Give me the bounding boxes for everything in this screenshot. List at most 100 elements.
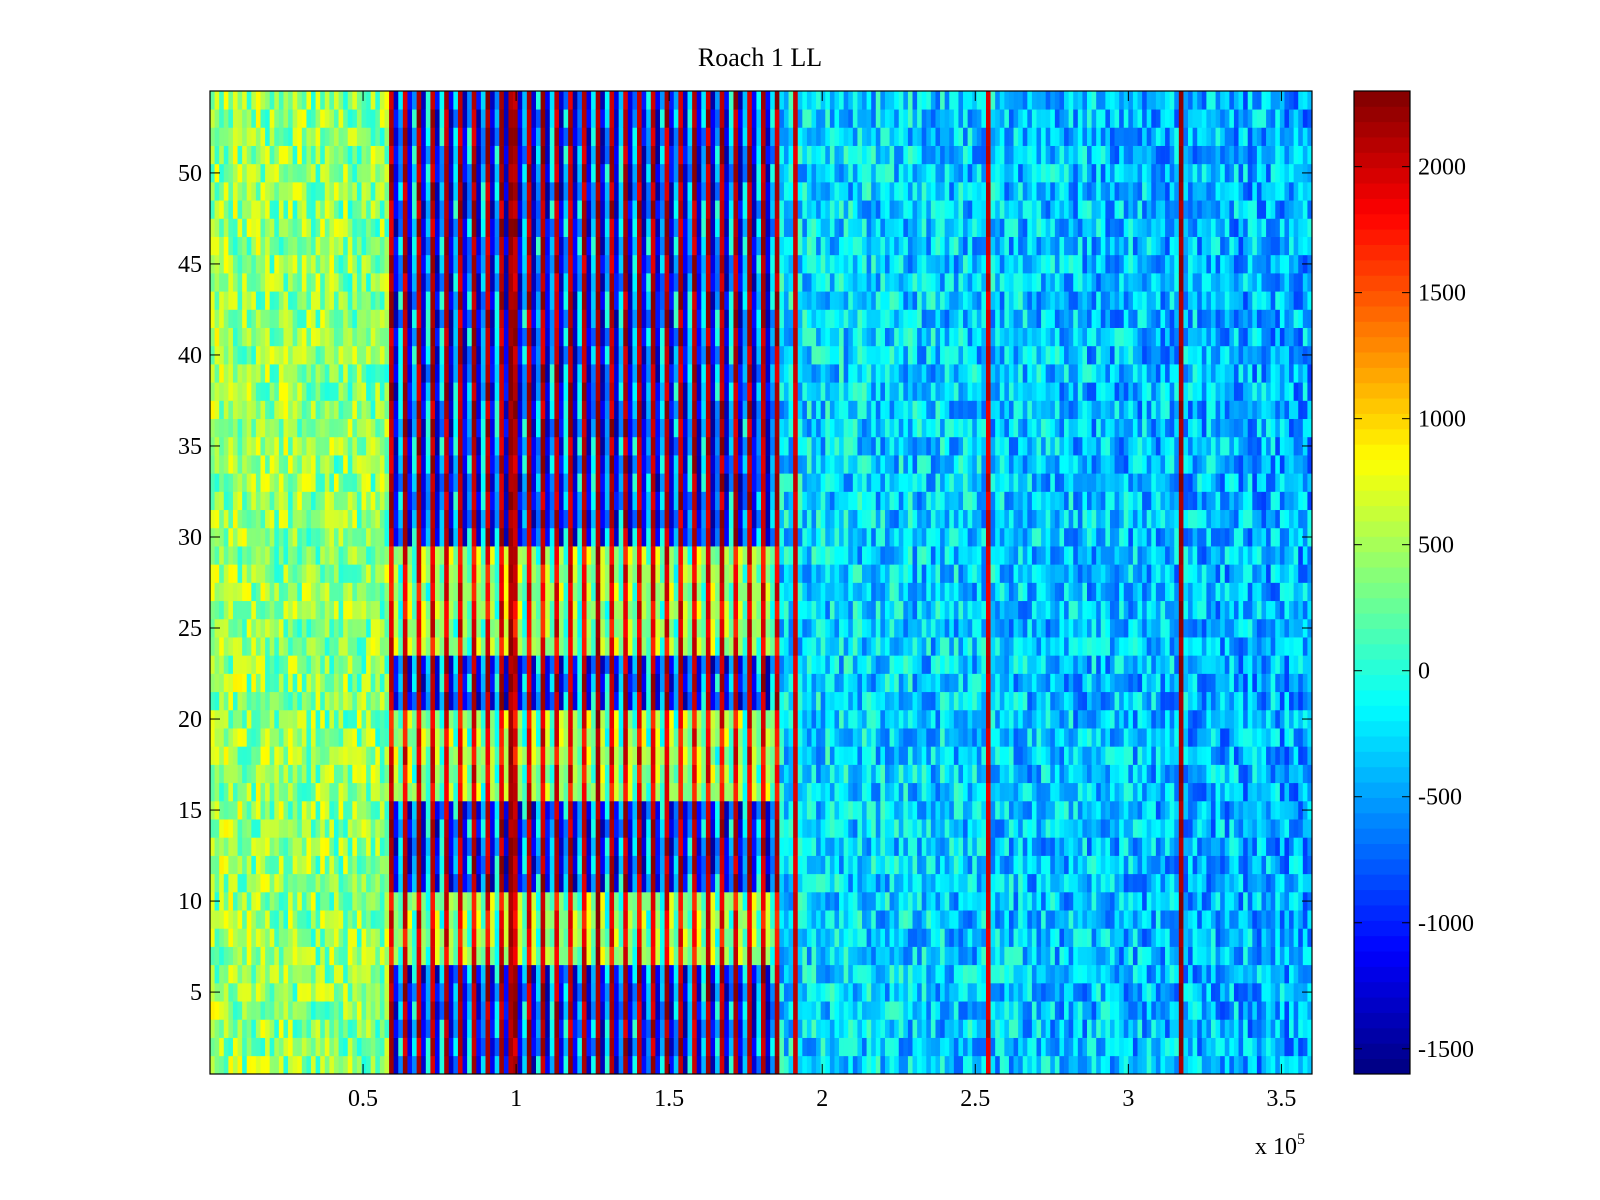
heatmap-cell bbox=[412, 891, 417, 911]
heatmap-cell bbox=[549, 218, 555, 237]
heatmap-cell bbox=[558, 982, 564, 1002]
heatmap-cell bbox=[632, 637, 638, 656]
heatmap-cell bbox=[453, 582, 459, 602]
heatmap-cell bbox=[434, 746, 440, 765]
heatmap-cell bbox=[412, 1037, 417, 1057]
heatmap-cell bbox=[563, 473, 569, 492]
heatmap-cell bbox=[232, 218, 238, 237]
heatmap-cell bbox=[554, 618, 560, 638]
heatmap-cell bbox=[453, 600, 459, 620]
heatmap-cell bbox=[485, 928, 491, 947]
heatmap-cell bbox=[581, 254, 587, 274]
heatmap-cell bbox=[297, 291, 303, 310]
heatmap-cell bbox=[627, 873, 633, 893]
heatmap-cell bbox=[517, 345, 523, 365]
heatmap-cell bbox=[301, 764, 307, 784]
heatmap-cell bbox=[370, 309, 376, 328]
heatmap-cell bbox=[627, 273, 633, 292]
heatmap-cell bbox=[297, 327, 303, 347]
heatmap-cell bbox=[265, 928, 271, 947]
heatmap-cell bbox=[499, 163, 505, 183]
heatmap-cell bbox=[402, 163, 408, 183]
heatmap-cell bbox=[237, 236, 243, 256]
heatmap-cell bbox=[508, 455, 514, 474]
heatmap-cell bbox=[457, 964, 463, 984]
heatmap-cell bbox=[591, 218, 597, 237]
heatmap-cell bbox=[490, 400, 496, 420]
heatmap-cell bbox=[324, 509, 330, 529]
heatmap-cell bbox=[627, 564, 633, 583]
heatmap-cell bbox=[526, 618, 532, 638]
heatmap-cell bbox=[421, 709, 427, 729]
heatmap-cell bbox=[421, 564, 427, 583]
heatmap-cell bbox=[384, 254, 390, 274]
heatmap-cell bbox=[283, 145, 289, 165]
heatmap-cell bbox=[292, 254, 298, 274]
heatmap-cell bbox=[614, 436, 620, 456]
heatmap-cell bbox=[618, 418, 624, 438]
heatmap-cell bbox=[444, 819, 450, 838]
heatmap-cell bbox=[480, 800, 486, 820]
heatmap-cell bbox=[609, 800, 615, 820]
heatmap-cell bbox=[572, 928, 578, 947]
heatmap-cell bbox=[402, 254, 408, 274]
heatmap-cell bbox=[494, 382, 500, 401]
heatmap-cell bbox=[448, 382, 454, 401]
heatmap-cell bbox=[577, 1037, 583, 1057]
heatmap-cell bbox=[246, 145, 252, 165]
heatmap-cell bbox=[434, 782, 440, 802]
heatmap-cell bbox=[467, 746, 473, 765]
heatmap-cell bbox=[568, 782, 574, 802]
heatmap-cell bbox=[370, 746, 376, 765]
heatmap-cell bbox=[434, 910, 440, 929]
heatmap-cell bbox=[278, 455, 284, 474]
heatmap-cell bbox=[425, 1055, 431, 1075]
heatmap-cell bbox=[384, 455, 390, 474]
heatmap-cell bbox=[526, 1055, 532, 1075]
heatmap-cell bbox=[618, 819, 624, 838]
heatmap-cell bbox=[494, 655, 500, 674]
heatmap-cell bbox=[623, 655, 629, 674]
heatmap-cell bbox=[366, 946, 372, 966]
heatmap-cell bbox=[356, 673, 362, 693]
heatmap-cell bbox=[223, 345, 229, 365]
heatmap-cell bbox=[361, 291, 367, 310]
heatmap-cell bbox=[402, 91, 408, 110]
heatmap-cell bbox=[531, 637, 537, 656]
heatmap-cell bbox=[393, 364, 399, 383]
heatmap-cell bbox=[434, 819, 440, 838]
heatmap-cell bbox=[214, 200, 220, 219]
heatmap-cell bbox=[595, 1019, 601, 1038]
heatmap-cell bbox=[476, 273, 482, 292]
heatmap-cell bbox=[269, 309, 275, 328]
heatmap-cell bbox=[356, 964, 362, 984]
heatmap-cell bbox=[274, 928, 280, 947]
heatmap-cell bbox=[531, 618, 537, 638]
heatmap-cell bbox=[219, 200, 225, 219]
heatmap-cell bbox=[223, 637, 229, 656]
heatmap-cell bbox=[609, 564, 615, 583]
heatmap-cell bbox=[366, 473, 372, 492]
heatmap-cell bbox=[343, 163, 349, 183]
heatmap-cell bbox=[412, 618, 417, 638]
heatmap-cell bbox=[292, 1019, 298, 1038]
heatmap-cell bbox=[370, 127, 376, 146]
heatmap-cell bbox=[356, 91, 362, 110]
heatmap-cell bbox=[356, 436, 362, 456]
heatmap-cell bbox=[370, 800, 376, 820]
heatmap-cell bbox=[462, 327, 468, 347]
heatmap-cell bbox=[278, 382, 284, 401]
heatmap-cell bbox=[545, 546, 551, 565]
heatmap-cell bbox=[269, 800, 275, 820]
heatmap-cell bbox=[389, 946, 395, 966]
heatmap-cell bbox=[572, 145, 578, 165]
heatmap-cell bbox=[251, 600, 257, 620]
heatmap-cell bbox=[251, 109, 257, 128]
heatmap-cell bbox=[260, 691, 266, 711]
heatmap-cell bbox=[379, 273, 385, 292]
heatmap-cell bbox=[228, 345, 234, 365]
heatmap-cell bbox=[260, 746, 266, 765]
heatmap-cell bbox=[324, 637, 330, 656]
heatmap-cell bbox=[425, 637, 431, 656]
heatmap-cell bbox=[416, 109, 422, 128]
